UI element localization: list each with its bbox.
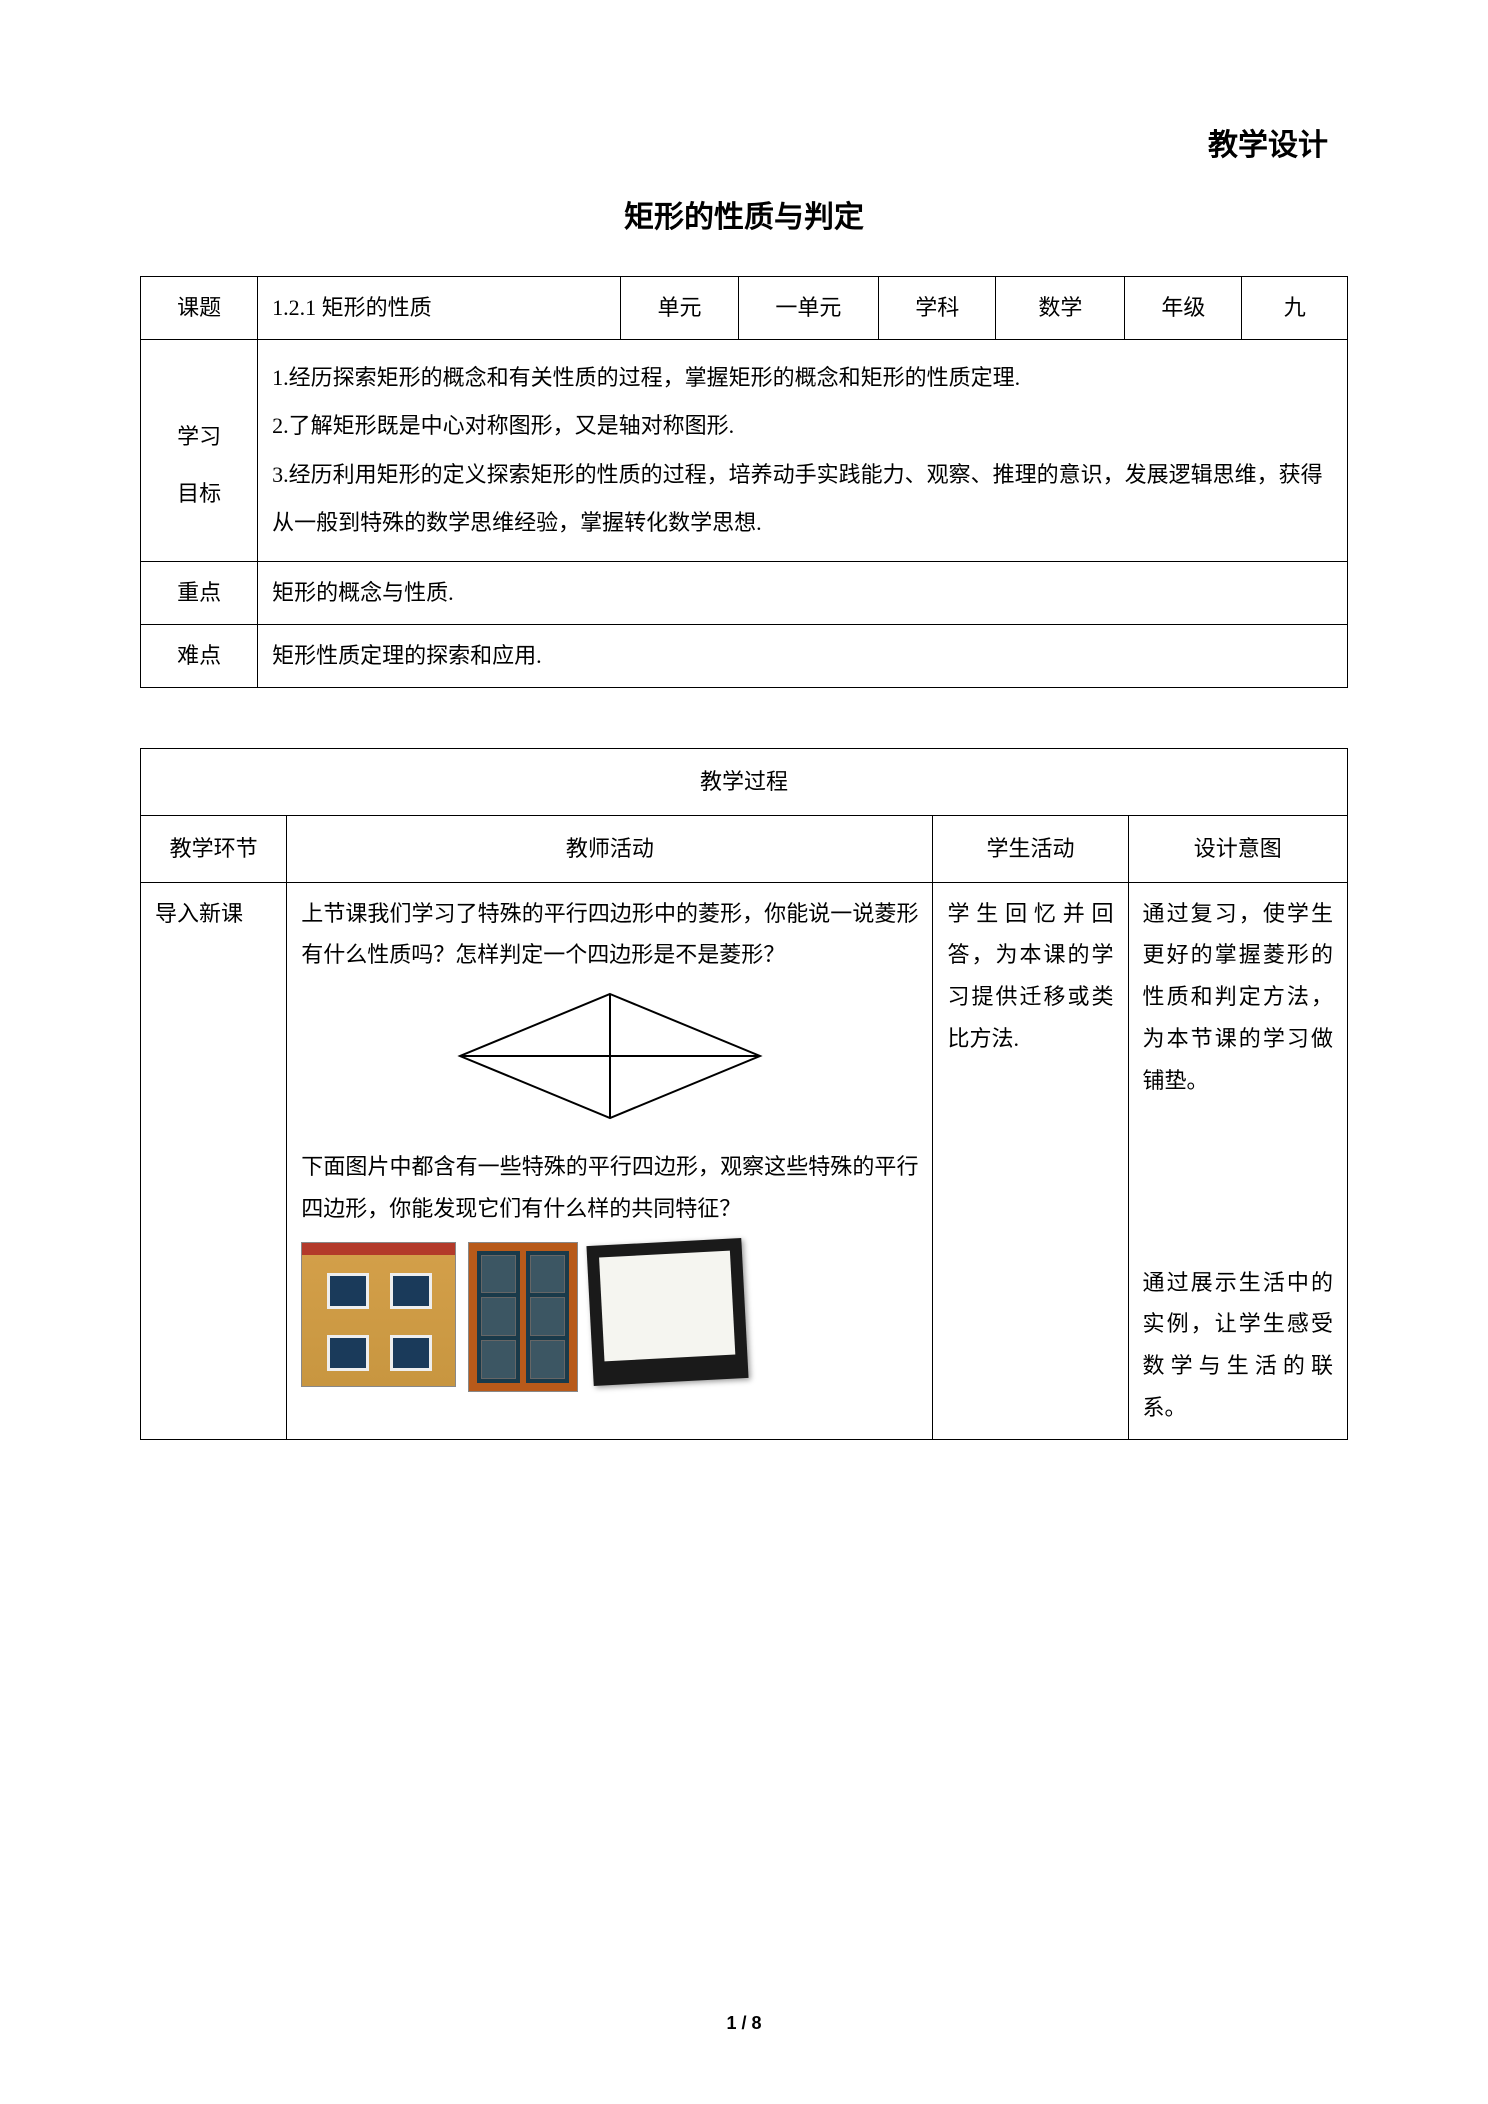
page-number: 1 / 8 <box>0 2013 1488 2034</box>
image-row <box>301 1242 918 1392</box>
subtitle: 矩形的性质与判定 <box>140 192 1348 236</box>
meta-table: 课题 1.2.1 矩形的性质 单元 一单元 学科 数学 年级 九 学习 目标 1… <box>140 276 1348 688</box>
label-topic: 课题 <box>141 277 258 340</box>
rhombus-diagram <box>450 986 770 1126</box>
label-unit: 单元 <box>621 277 738 340</box>
table-row: 课题 1.2.1 矩形的性质 单元 一单元 学科 数学 年级 九 <box>141 277 1348 340</box>
value-grade: 九 <box>1242 277 1348 340</box>
col-intent-header: 设计意图 <box>1128 815 1347 882</box>
table-row: 学习 目标 1.经历探索矩形的概念和有关性质的过程，掌握矩形的概念和矩形的性质定… <box>141 339 1348 562</box>
value-key: 矩形的概念与性质. <box>258 562 1348 625</box>
process-table: 教学过程 教学环节 教师活动 学生活动 设计意图 导入新课 上节课我们学习了特殊… <box>140 748 1348 1440</box>
col-stage-header: 教学环节 <box>141 815 287 882</box>
doc-title: 教学设计 <box>140 120 1348 164</box>
label-grade: 年级 <box>1125 277 1242 340</box>
table-row: 重点 矩形的概念与性质. <box>141 562 1348 625</box>
objective-1: 1.经历探索矩形的概念和有关性质的过程，掌握矩形的概念和矩形的性质定理. <box>272 354 1333 402</box>
objective-3: 3.经历利用矩形的定义探索矩形的性质的过程，培养动手实践能力、观察、推理的意识，… <box>272 451 1333 548</box>
col-student-header: 学生活动 <box>933 815 1128 882</box>
label-key: 重点 <box>141 562 258 625</box>
value-unit: 一单元 <box>738 277 879 340</box>
teacher-cell: 上节课我们学习了特殊的平行四边形中的菱形，你能说一说菱形有什么性质吗？怎样判定一… <box>287 882 933 1439</box>
intent-2: 通过展示生活中的实例，让学生感受数学与生活的联系。 <box>1143 1262 1333 1429</box>
label-difficulty: 难点 <box>141 625 258 688</box>
door-image <box>468 1242 578 1392</box>
value-subject: 数学 <box>996 277 1125 340</box>
teacher-p2: 下面图片中都含有一些特殊的平行四边形，观察这些特殊的平行四边形，你能发现它们有什… <box>301 1146 918 1230</box>
value-objectives: 1.经历探索矩形的概念和有关性质的过程，掌握矩形的概念和矩形的性质定理. 2.了… <box>258 339 1348 562</box>
value-topic: 1.2.1 矩形的性质 <box>258 277 621 340</box>
polaroid-image <box>587 1238 749 1386</box>
objective-2: 2.了解矩形既是中心对称图形，又是轴对称图形. <box>272 402 1333 450</box>
table-row: 教学过程 <box>141 748 1348 815</box>
col-teacher-header: 教师活动 <box>287 815 933 882</box>
process-title: 教学过程 <box>141 748 1348 815</box>
stage-cell: 导入新课 <box>141 882 287 1439</box>
intent-cell: 通过复习，使学生更好的掌握菱形的性质和判定方法，为本节课的学习做铺垫。 通过展示… <box>1128 882 1347 1439</box>
student-cell: 学生回忆并回答，为本课的学习提供迁移或类比方法. <box>933 882 1128 1439</box>
table-row: 难点 矩形性质定理的探索和应用. <box>141 625 1348 688</box>
intent-1: 通过复习，使学生更好的掌握菱形的性质和判定方法，为本节课的学习做铺垫。 <box>1143 893 1333 1102</box>
label-objectives-l1: 学习 <box>155 413 243 461</box>
table-row: 导入新课 上节课我们学习了特殊的平行四边形中的菱形，你能说一说菱形有什么性质吗？… <box>141 882 1348 1439</box>
table-row: 教学环节 教师活动 学生活动 设计意图 <box>141 815 1348 882</box>
building-image <box>301 1242 456 1387</box>
value-difficulty: 矩形性质定理的探索和应用. <box>258 625 1348 688</box>
label-objectives: 学习 目标 <box>141 339 258 562</box>
label-objectives-l2: 目标 <box>155 470 243 518</box>
teacher-p1: 上节课我们学习了特殊的平行四边形中的菱形，你能说一说菱形有什么性质吗？怎样判定一… <box>301 893 918 977</box>
label-subject: 学科 <box>879 277 996 340</box>
